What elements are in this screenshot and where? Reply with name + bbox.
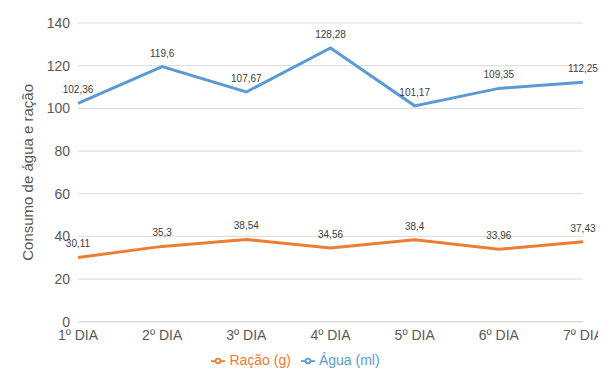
svg-text:33,96: 33,96 [486, 230, 511, 241]
svg-text:119,6: 119,6 [150, 48, 175, 59]
svg-text:140: 140 [47, 15, 71, 31]
html-text:Ração (g): Ração (g) [229, 351, 291, 368]
svg-text:100: 100 [47, 100, 71, 116]
svg-text:120: 120 [47, 58, 71, 74]
svg-text:35,3: 35,3 [152, 227, 172, 238]
svg-text:37,43: 37,43 [570, 223, 595, 234]
svg-text:34,56: 34,56 [318, 229, 343, 240]
svg-text:7º DIA: 7º DIA [563, 327, 598, 343]
svg-text:112,25: 112,25 [568, 63, 598, 74]
svg-text:3º DIA: 3º DIA [226, 327, 267, 343]
svg-text:109,35: 109,35 [484, 69, 515, 80]
svg-text:20: 20 [54, 271, 70, 287]
svg-text:40: 40 [54, 228, 70, 245]
svg-text:30,11: 30,11 [66, 238, 91, 249]
svg-text:6º DIA: 6º DIA [479, 327, 520, 343]
svg-text:38,4: 38,4 [405, 221, 425, 232]
svg-text:2º DIA: 2º DIA [142, 327, 183, 343]
svg-text:101,17: 101,17 [399, 87, 430, 98]
svg-text:60: 60 [54, 186, 70, 202]
svg-text:0: 0 [62, 314, 70, 330]
svg-text:5º DIA: 5º DIA [395, 327, 436, 343]
svg-text:38,54: 38,54 [234, 220, 259, 231]
svg-text:1º DIA: 1º DIA [57, 326, 99, 343]
svg-text:Consumo de água e ração: Consumo de água e ração [19, 84, 36, 261]
svg-text:80: 80 [54, 143, 70, 159]
svg-text:4º DIA: 4º DIA [310, 327, 351, 343]
svg-text:102,36: 102,36 [63, 84, 94, 95]
svg-text:107,67: 107,67 [231, 73, 262, 84]
svg-text:128,28: 128,28 [315, 29, 346, 40]
html-text:Água (ml): Água (ml) [318, 351, 380, 368]
